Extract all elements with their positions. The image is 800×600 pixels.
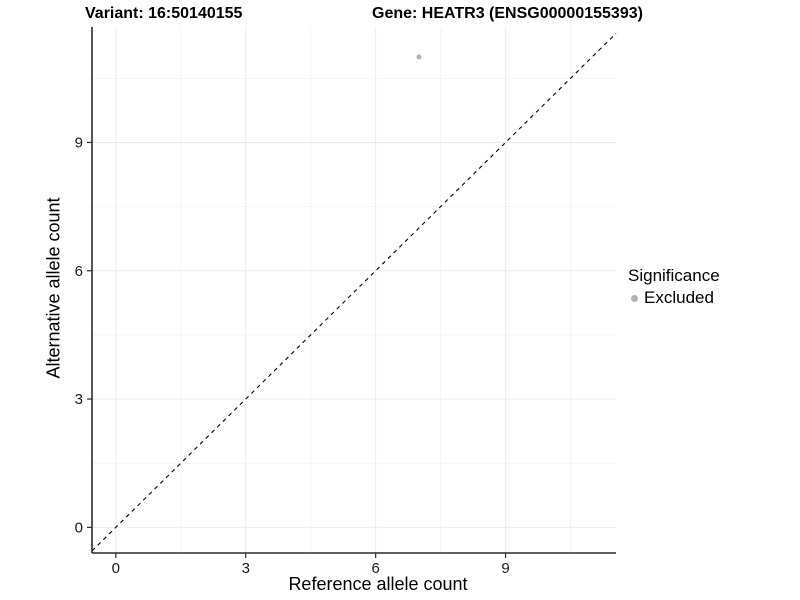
data-point: [416, 54, 422, 60]
x-axis-title: Reference allele count: [288, 574, 468, 594]
identity-line: [91, 33, 617, 552]
legend-key-dot-icon: [631, 294, 638, 302]
legend: Significance Excluded: [628, 266, 720, 308]
plot-panel: 0 3 6 9 0 3 6 9: [75, 27, 617, 577]
x-tick-label: 6: [371, 560, 379, 577]
plot-svg: 0 3 6 9 0 3 6 9: [75, 27, 617, 577]
y-tick-label: 0: [75, 519, 83, 536]
legend-items: Excluded: [628, 288, 720, 308]
variant-title: Variant: 16:50140155: [85, 5, 243, 22]
legend-item: Excluded: [628, 288, 720, 308]
y-tick-label: 6: [75, 263, 83, 280]
gene-title: Gene: HEATR3 (ENSG00000155393): [372, 5, 643, 22]
legend-item-label: Excluded: [644, 288, 714, 307]
y-tick-label: 9: [75, 134, 83, 151]
x-tick-label: 3: [242, 560, 250, 577]
y-tick-label: 3: [75, 391, 83, 408]
x-tick-label: 9: [501, 560, 509, 577]
x-tick-label: 0: [112, 560, 120, 577]
y-axis-title: Alternative allele count: [43, 197, 64, 379]
legend-title: Significance: [628, 266, 720, 285]
